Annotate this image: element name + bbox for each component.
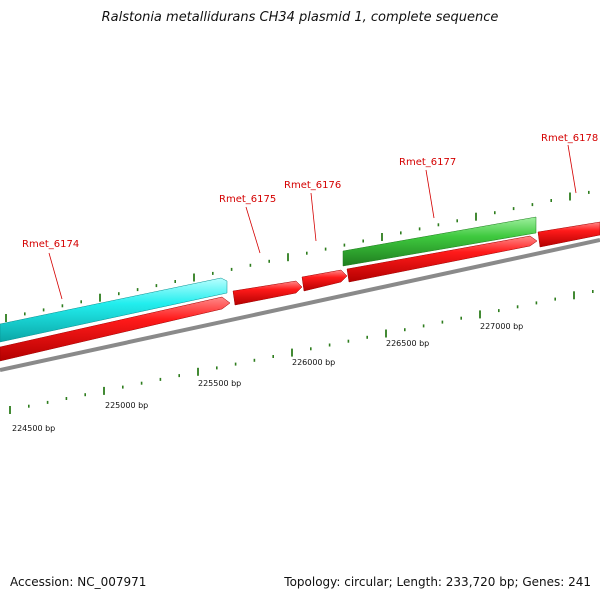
gene-label[interactable]: Rmet_6174 — [22, 239, 79, 250]
gene-feature-red-4[interactable] — [346, 235, 538, 283]
bp-axis-label: 224500 bp — [12, 424, 55, 433]
gene-label[interactable]: Rmet_6177 — [399, 157, 456, 168]
gene-feature-red-1[interactable] — [0, 296, 231, 362]
gene-label[interactable]: Rmet_6178 — [541, 133, 598, 144]
gene-feature-red-2[interactable] — [232, 280, 303, 306]
bp-axis-label: 227000 bp — [480, 322, 523, 331]
gene-leader-line-6176 — [310, 192, 317, 242]
gene-leader-line-6178 — [567, 144, 577, 194]
bp-axis-label: 226000 bp — [292, 358, 335, 367]
accession-text: Accession: NC_007971 — [10, 575, 147, 589]
gene-leader-line-6177 — [425, 169, 435, 219]
gene-label[interactable]: Rmet_6175 — [219, 194, 276, 205]
gene-leader-line-6175 — [245, 206, 261, 254]
gene-feature-red-5[interactable] — [537, 221, 600, 248]
gene-feature-cyan[interactable] — [0, 277, 228, 343]
gene-leader-line-6174 — [48, 252, 63, 300]
gene-feature-green[interactable] — [342, 216, 537, 267]
gene-feature-red-3[interactable] — [301, 269, 348, 292]
bp-axis-label: 225000 bp — [105, 401, 148, 410]
bp-axis-label: 226500 bp — [386, 339, 429, 348]
gene-label[interactable]: Rmet_6176 — [284, 180, 341, 191]
map-title: Ralstonia metallidurans CH34 plasmid 1, … — [101, 10, 499, 25]
plasmid-backbone — [0, 238, 600, 372]
bp-axis-label: 225500 bp — [198, 379, 241, 388]
topology-summary-text: Topology: circular; Length: 233,720 bp; … — [284, 575, 591, 589]
ticks-group — [5, 190, 594, 414]
